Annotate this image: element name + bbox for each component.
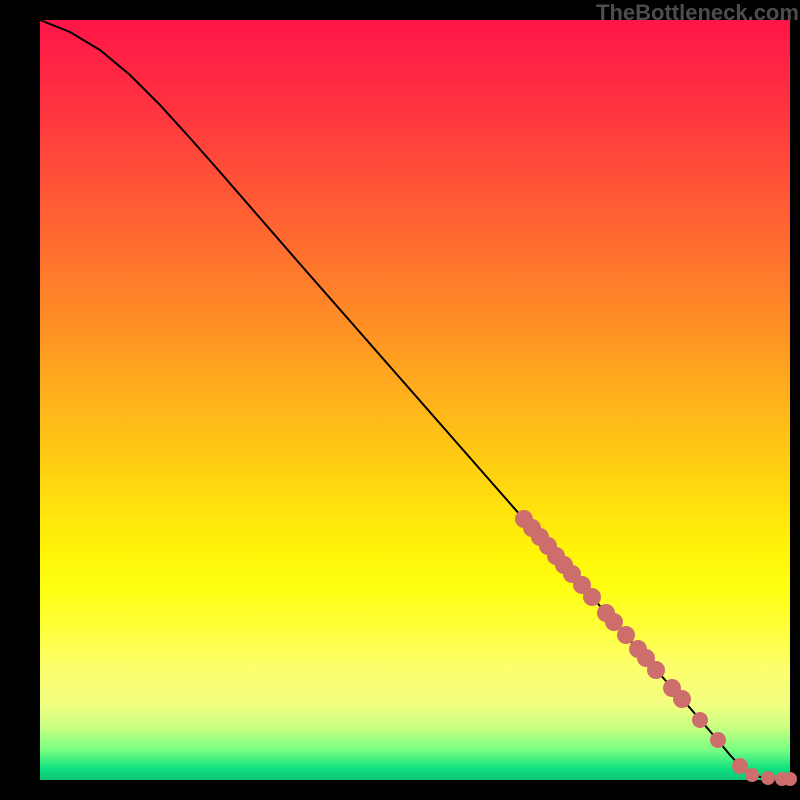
data-marker [732,758,748,774]
data-marker [783,772,797,786]
data-marker [710,732,726,748]
data-marker [617,626,635,644]
watermark-text: TheBottleneck.com [596,0,799,26]
data-marker [692,712,708,728]
data-marker [673,690,691,708]
data-marker [647,661,665,679]
chart-overlay [0,0,800,800]
data-marker [745,768,759,782]
curve-line [40,20,790,779]
marker-group [515,510,797,786]
data-marker [761,771,775,785]
data-marker [583,588,601,606]
